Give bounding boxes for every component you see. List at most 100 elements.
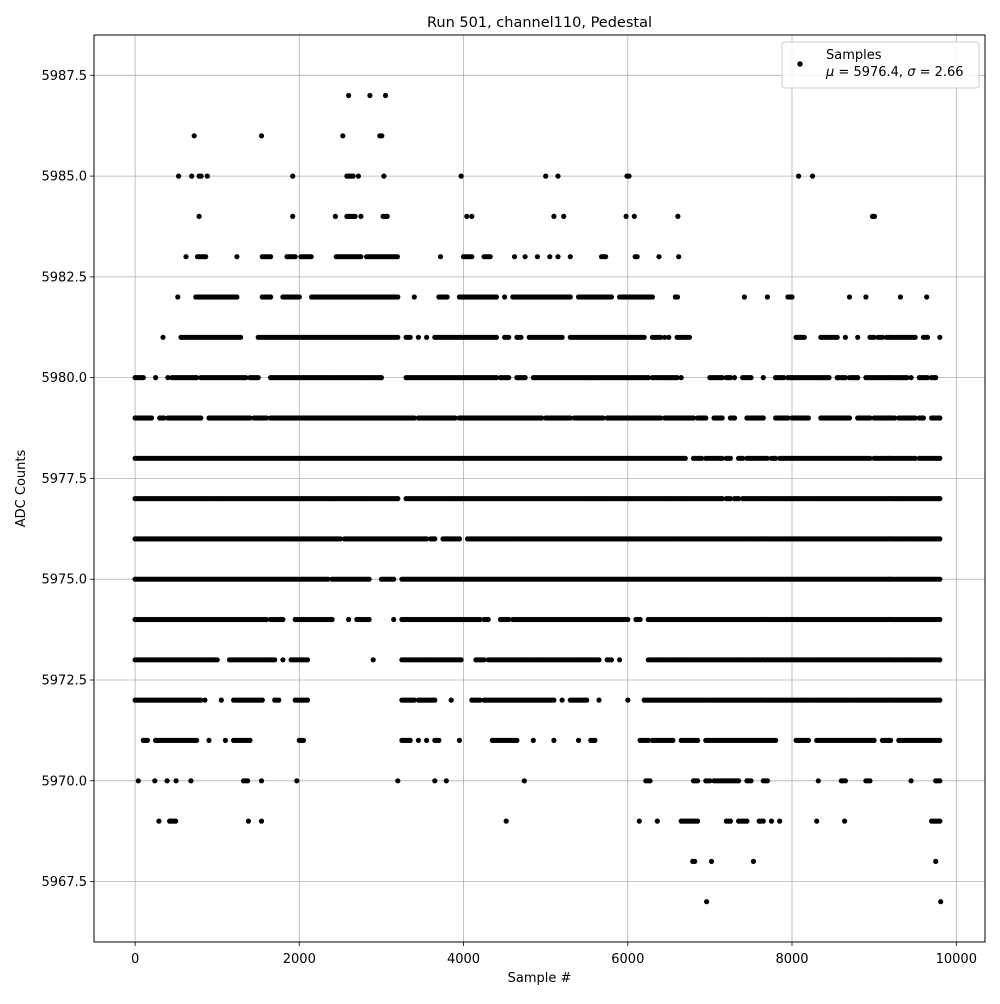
- data-point: [888, 737, 894, 744]
- data-point: [530, 737, 536, 744]
- data-point: [645, 375, 651, 381]
- data-point: [432, 536, 438, 542]
- data-point: [555, 173, 561, 179]
- data-point: [675, 213, 681, 219]
- data-point: [871, 737, 877, 744]
- data-point: [867, 455, 873, 461]
- x-tick-label: 6000: [611, 952, 644, 967]
- data-point: [437, 254, 444, 260]
- data-point: [924, 334, 931, 340]
- data-point: [805, 415, 812, 421]
- data-point: [625, 616, 631, 623]
- legend-sigma-value: = 2.66: [915, 65, 963, 80]
- data-point: [719, 496, 725, 502]
- y-tick-label: 5972.5: [42, 674, 88, 689]
- data-point: [719, 455, 725, 461]
- legend-marker: [797, 61, 803, 67]
- data-point: [658, 415, 664, 421]
- data-point: [366, 616, 372, 623]
- y-tick-label: 5985.0: [42, 170, 88, 185]
- data-point: [276, 697, 282, 703]
- data-point: [444, 294, 450, 300]
- data-point: [699, 455, 705, 461]
- data-point: [773, 455, 779, 461]
- data-point: [384, 213, 390, 219]
- data-point: [183, 254, 189, 260]
- data-point: [503, 818, 509, 824]
- data-point: [214, 657, 220, 663]
- data-point: [247, 415, 253, 421]
- data-point: [842, 818, 848, 824]
- data-point: [871, 213, 878, 219]
- data-point: [395, 294, 401, 300]
- data-point: [855, 334, 861, 340]
- y-tick-label: 5977.5: [42, 472, 88, 487]
- data-point: [708, 858, 715, 865]
- data-point: [487, 254, 493, 260]
- data-point: [592, 737, 598, 744]
- x-tick-label: 0: [131, 952, 139, 967]
- data-point: [411, 294, 417, 300]
- data-point: [173, 818, 179, 824]
- data-point: [502, 294, 508, 300]
- data-point: [234, 254, 240, 260]
- data-point: [263, 616, 270, 623]
- data-point: [346, 92, 352, 99]
- data-point: [937, 415, 943, 421]
- data-point: [379, 133, 385, 139]
- data-point: [268, 254, 274, 260]
- data-point: [292, 254, 298, 260]
- data-point: [140, 375, 146, 381]
- data-point: [777, 818, 783, 824]
- data-point: [448, 697, 454, 703]
- data-point: [156, 818, 162, 824]
- data-point: [692, 858, 698, 865]
- data-point: [645, 737, 651, 744]
- data-point: [511, 254, 518, 260]
- data-point: [596, 657, 602, 663]
- data-point: [290, 173, 296, 179]
- data-point: [617, 657, 623, 663]
- data-point: [395, 496, 401, 502]
- data-point: [203, 254, 209, 260]
- data-point: [625, 697, 631, 703]
- data-point: [842, 375, 849, 381]
- data-point: [626, 173, 632, 179]
- data-point: [135, 778, 141, 784]
- data-point: [897, 294, 904, 300]
- data-point: [785, 415, 791, 421]
- data-point: [924, 294, 930, 300]
- data-point: [704, 899, 710, 905]
- data-point: [912, 415, 918, 421]
- data-point: [871, 334, 877, 340]
- data-point: [686, 334, 693, 340]
- data-point: [493, 334, 499, 340]
- data-point: [160, 334, 166, 340]
- data-point: [443, 778, 449, 784]
- data-point: [731, 375, 738, 381]
- data-point: [258, 778, 265, 784]
- data-point: [204, 173, 210, 179]
- data-point: [764, 455, 771, 461]
- data-point: [173, 778, 179, 784]
- data-point: [933, 375, 939, 381]
- data-point: [760, 818, 766, 824]
- x-tick-label: 8000: [775, 952, 808, 967]
- data-point: [153, 375, 159, 381]
- data-point: [815, 778, 821, 784]
- data-point: [908, 778, 914, 784]
- data-point: [415, 737, 421, 744]
- data-point: [603, 254, 609, 260]
- data-point: [272, 657, 278, 663]
- data-point: [452, 415, 458, 421]
- data-point: [202, 697, 208, 703]
- data-point: [424, 536, 430, 542]
- data-point: [938, 899, 944, 905]
- data-point: [608, 294, 615, 300]
- data-point: [727, 818, 734, 824]
- data-point: [144, 737, 150, 744]
- data-point: [191, 133, 197, 139]
- data-point: [867, 778, 873, 784]
- data-point: [259, 697, 265, 703]
- data-point: [263, 415, 270, 421]
